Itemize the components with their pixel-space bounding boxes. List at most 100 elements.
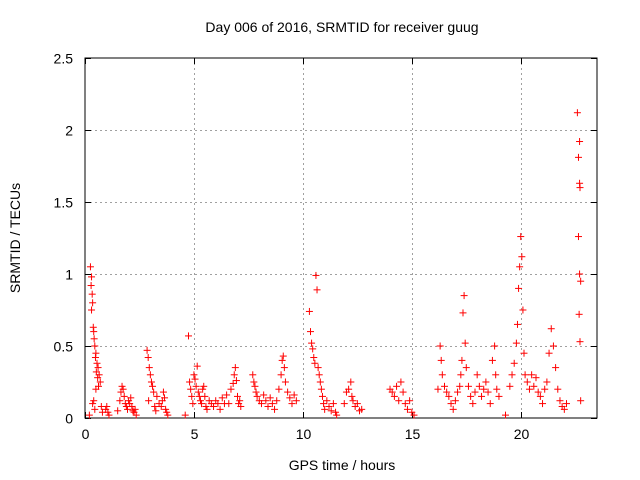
data-point xyxy=(523,378,531,386)
data-point xyxy=(347,378,355,386)
data-point xyxy=(150,388,158,396)
data-point xyxy=(229,379,237,387)
data-point xyxy=(397,378,405,386)
data-point xyxy=(488,356,496,364)
data-point xyxy=(480,385,488,393)
data-point xyxy=(577,277,585,285)
data-point xyxy=(513,320,521,328)
data-point xyxy=(188,392,196,400)
data-point xyxy=(562,400,570,408)
data-point xyxy=(473,371,481,379)
data-point xyxy=(520,349,528,357)
data-point xyxy=(145,397,153,405)
data-point xyxy=(560,405,568,413)
data-point xyxy=(131,405,139,413)
chart-title: Day 006 of 2016, SRMTID for receiver guu… xyxy=(205,19,478,35)
data-point xyxy=(146,371,154,379)
data-point xyxy=(461,339,469,347)
data-point xyxy=(157,402,165,410)
data-point xyxy=(280,364,288,372)
data-point xyxy=(401,400,409,408)
data-point xyxy=(556,397,564,405)
data-point xyxy=(309,345,317,353)
data-point xyxy=(358,405,366,413)
data-point xyxy=(202,402,210,410)
data-point xyxy=(492,371,500,379)
data-point xyxy=(88,306,96,314)
data-point xyxy=(92,385,100,393)
data-point xyxy=(164,411,172,419)
data-point xyxy=(198,400,206,408)
data-point xyxy=(516,263,524,271)
data-point xyxy=(545,349,553,357)
data-point xyxy=(464,382,472,390)
data-point xyxy=(325,402,333,410)
data-point xyxy=(539,400,547,408)
data-point xyxy=(234,392,242,400)
data-point xyxy=(484,388,492,396)
data-point xyxy=(196,397,204,405)
data-point xyxy=(332,408,340,416)
data-point xyxy=(145,364,153,372)
data-point xyxy=(93,359,101,367)
data-point xyxy=(266,394,274,402)
data-point xyxy=(210,402,218,410)
x-tick-labels: 0 5 10 15 20 xyxy=(82,426,530,442)
data-point xyxy=(451,397,459,405)
data-point xyxy=(95,371,103,379)
data-point xyxy=(123,405,131,413)
data-point xyxy=(493,385,501,393)
data-point xyxy=(103,402,111,410)
x-axis-label: GPS time / hours xyxy=(289,457,396,473)
data-point xyxy=(506,382,514,390)
data-point xyxy=(262,397,270,405)
data-point xyxy=(89,400,97,408)
data-point xyxy=(91,354,99,362)
data-point xyxy=(163,408,171,416)
data-point xyxy=(305,307,313,315)
data-point xyxy=(525,385,533,393)
data-point xyxy=(87,282,95,290)
data-point xyxy=(94,364,102,372)
y-tick-label: 1 xyxy=(65,267,73,283)
x-tick-label: 0 xyxy=(82,426,90,442)
data-point xyxy=(257,400,265,408)
data-point xyxy=(530,382,538,390)
data-point xyxy=(225,400,233,408)
x-tick-label: 10 xyxy=(296,426,312,442)
data-point xyxy=(193,362,201,370)
axis-ticks xyxy=(85,58,597,419)
data-point xyxy=(517,233,525,241)
data-point xyxy=(574,233,582,241)
data-point xyxy=(260,391,268,399)
data-point xyxy=(227,385,235,393)
data-point xyxy=(475,382,483,390)
data-point xyxy=(290,391,298,399)
data-point xyxy=(230,371,238,379)
data-point xyxy=(223,391,231,399)
data-point xyxy=(349,397,357,405)
data-point xyxy=(575,310,583,318)
data-point xyxy=(515,284,523,292)
data-point xyxy=(313,286,321,294)
data-point xyxy=(250,378,258,386)
data-point xyxy=(508,371,516,379)
data-point xyxy=(547,325,555,333)
data-point xyxy=(118,382,126,390)
data-point xyxy=(104,408,112,416)
data-point xyxy=(286,394,294,402)
data-point xyxy=(576,184,584,192)
x-tick-label: 5 xyxy=(191,426,199,442)
data-point xyxy=(534,388,542,396)
data-point xyxy=(345,385,353,393)
plot-frame xyxy=(84,57,598,419)
data-point xyxy=(399,388,407,396)
data-point xyxy=(486,400,494,408)
data-point xyxy=(406,397,414,405)
data-point xyxy=(90,335,98,343)
x-tick-label: 15 xyxy=(405,426,421,442)
data-point xyxy=(321,405,329,413)
data-point xyxy=(200,382,208,390)
data-point xyxy=(440,382,448,390)
data-point xyxy=(554,385,562,393)
